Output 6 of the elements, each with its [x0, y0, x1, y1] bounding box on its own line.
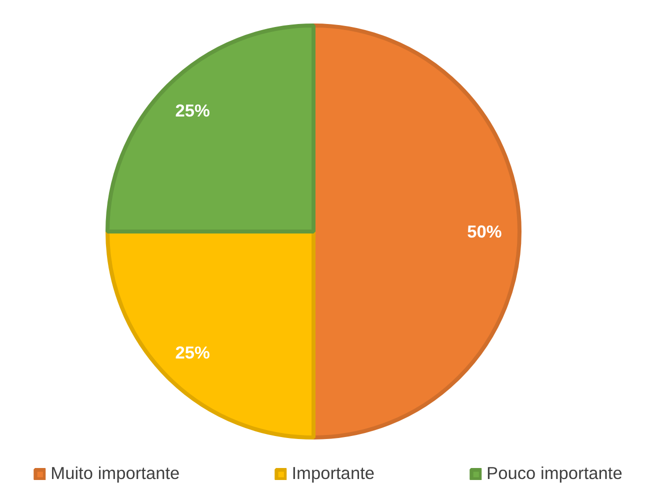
data-label: 50%: [467, 222, 502, 242]
legend-label: Pouco importante: [486, 463, 622, 484]
data-label: 25%: [175, 342, 210, 362]
legend-label: Muito importante: [50, 463, 180, 484]
legend-label: Importante: [292, 463, 375, 484]
data-label: 25%: [175, 100, 210, 121]
